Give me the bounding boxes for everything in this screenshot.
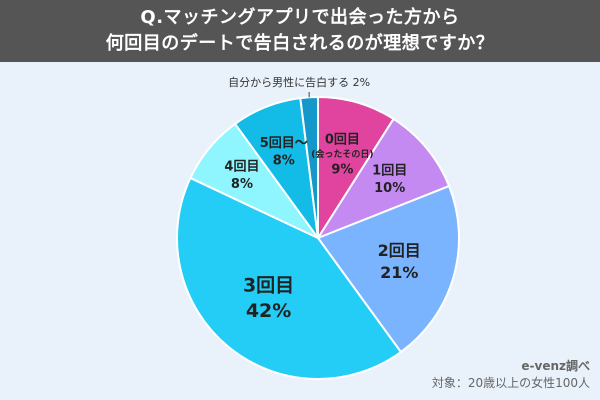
question-banner: Q.マッチングアプリで出会った方から 何回目のデートで告白されるのが理想ですか？ — [0, 0, 600, 62]
slice-0 — [317, 95, 395, 242]
question-line-1: Q.マッチングアプリで出会った方から — [140, 7, 460, 28]
slice-3 — [176, 176, 403, 380]
pie-labels: 0回目(会ったその日) 9% 1回目 10% 2回目 21% 3回目 42% 4回目 8% 5回目～… — [224, 75, 420, 322]
slice-label: 4回目 — [224, 160, 259, 175]
source-org: e-venz調べ — [521, 359, 590, 373]
slice-label: 3回目 — [243, 274, 294, 296]
survey-target: 対象：20歳以上の女性100人 — [431, 376, 590, 390]
question-line-2: 何回目のデートで告白されるのが理想ですか？ — [105, 33, 495, 54]
pie-chart-area: 0回目 (会ったその日) 9% 1回目 10% 2回目 21% 3回目 42% 4回目 8% 5回目～… — [0, 62, 600, 400]
slice-percent: 10% — [374, 181, 405, 196]
pie-chart: 0回目(会ったその日) 9% 1回目 10% 2回目 21% 3回目 42% 4回目 8% 5回目～… — [176, 75, 460, 380]
slice-1 — [315, 117, 451, 241]
source-note: e-venz調べ 対象：20歳以上の女性100人 — [432, 358, 590, 392]
slice-percent: 9% — [331, 162, 353, 177]
slice-label-callout: 自分から男性に告白する 2% — [228, 75, 370, 89]
slice-label: 5回目～ — [260, 136, 308, 151]
slice-2 — [316, 184, 460, 354]
slice-percent: 42% — [246, 300, 291, 322]
pie-slices — [176, 95, 460, 380]
slice-sublabel: (会ったその日) — [311, 148, 373, 160]
slice-label: 0回目 — [325, 133, 360, 148]
slice-percent: 21% — [380, 263, 418, 282]
slice-label: 1回目 — [372, 163, 407, 178]
slice-percent: 8% — [273, 154, 295, 169]
slice-percent: 8% — [231, 177, 253, 192]
slice-label: 2回目 — [378, 241, 421, 260]
